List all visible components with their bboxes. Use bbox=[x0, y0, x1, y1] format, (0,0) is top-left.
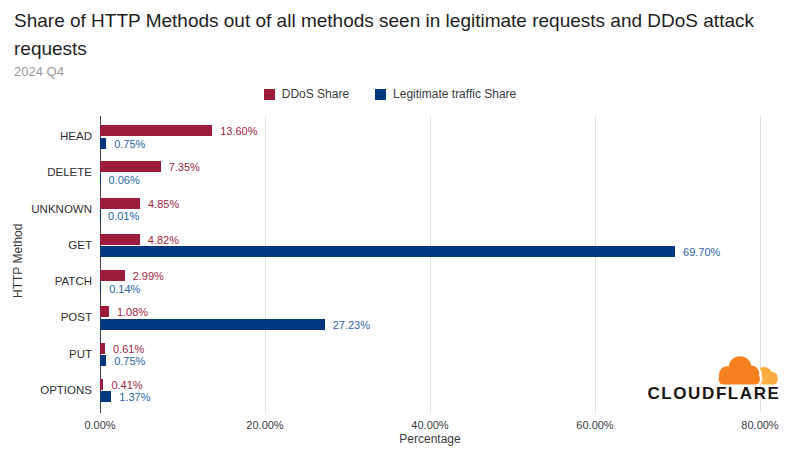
y-axis-title: HTTP Method bbox=[11, 116, 25, 406]
bar-value-label: 1.08% bbox=[117, 306, 148, 318]
bar-legit-post bbox=[100, 319, 325, 330]
chart-legend: DDoS Share Legitimate traffic Share bbox=[0, 87, 780, 101]
bar-value-label: 0.14% bbox=[109, 283, 140, 295]
x-tick-label: 40.00% bbox=[411, 419, 448, 431]
category-label-get: GET bbox=[68, 239, 92, 252]
gridline-60 bbox=[595, 116, 596, 413]
bar-ddos-options bbox=[100, 379, 103, 390]
bar-legit-get bbox=[100, 246, 675, 257]
bar-ddos-put bbox=[100, 343, 105, 354]
x-tick-label: 60.00% bbox=[576, 419, 613, 431]
bar-value-label: 0.06% bbox=[108, 174, 139, 186]
bar-value-label: 0.41% bbox=[111, 379, 142, 391]
bar-ddos-get bbox=[100, 234, 140, 245]
category-label-delete: DELETE bbox=[47, 166, 92, 179]
bar-legit-patch bbox=[100, 283, 101, 294]
category-label-patch: PATCH bbox=[55, 275, 92, 288]
bar-value-label: 4.82% bbox=[148, 234, 179, 246]
gridline-40 bbox=[430, 116, 431, 413]
bar-value-label: 0.75% bbox=[114, 138, 145, 150]
category-label-put: PUT bbox=[69, 348, 92, 361]
cloudflare-logo-text: CLOUDFLARE bbox=[640, 384, 788, 404]
bar-value-label: 0.75% bbox=[114, 355, 145, 367]
legend-swatch-icon bbox=[375, 89, 386, 100]
category-label-options: OPTIONS bbox=[40, 384, 92, 397]
cloudflare-http-methods-report: Share of HTTP Methods out of all methods… bbox=[0, 0, 800, 460]
bar-value-label: 13.60% bbox=[220, 125, 257, 137]
category-label-head: HEAD bbox=[60, 130, 92, 143]
legend-item-legitimate-traffic-share: Legitimate traffic Share bbox=[375, 87, 516, 101]
legend-label: DDoS Share bbox=[282, 87, 349, 101]
x-tick-label: 80.00% bbox=[741, 419, 778, 431]
cloudflare-logo: CLOUDFLARE bbox=[640, 352, 788, 404]
bar-value-label: 69.70% bbox=[683, 246, 720, 258]
bar-legit-put bbox=[100, 355, 106, 366]
bar-ddos-patch bbox=[100, 270, 125, 281]
bar-legit-head bbox=[100, 138, 106, 149]
bar-value-label: 2.99% bbox=[133, 270, 164, 282]
chart-title: Share of HTTP Methods out of all methods… bbox=[14, 7, 756, 63]
chart-subtitle: 2024 Q4 bbox=[14, 64, 64, 79]
category-label-post: POST bbox=[61, 311, 92, 324]
legend-label: Legitimate traffic Share bbox=[393, 87, 516, 101]
bar-ddos-head bbox=[100, 125, 212, 136]
legend-item-ddos-share: DDoS Share bbox=[264, 87, 349, 101]
bar-ddos-unknown bbox=[100, 198, 140, 209]
x-axis-title: Percentage bbox=[100, 432, 760, 446]
bar-value-label: 7.35% bbox=[169, 161, 200, 173]
legend-swatch-icon bbox=[264, 89, 275, 100]
bar-value-label: 27.23% bbox=[333, 319, 370, 331]
bar-value-label: 1.37% bbox=[119, 391, 150, 403]
bar-ddos-delete bbox=[100, 161, 161, 172]
bar-legit-options bbox=[100, 391, 111, 402]
category-label-unknown: UNKNOWN bbox=[31, 203, 92, 216]
bar-value-label: 0.01% bbox=[108, 210, 139, 222]
gridline-20 bbox=[265, 116, 266, 413]
bar-value-label: 4.85% bbox=[148, 198, 179, 210]
cloudflare-cloud-icon bbox=[706, 352, 784, 386]
x-tick-label: 20.00% bbox=[246, 419, 283, 431]
bar-ddos-post bbox=[100, 306, 109, 317]
bar-value-label: 0.61% bbox=[113, 343, 144, 355]
x-tick-label: 0.00% bbox=[84, 419, 115, 431]
